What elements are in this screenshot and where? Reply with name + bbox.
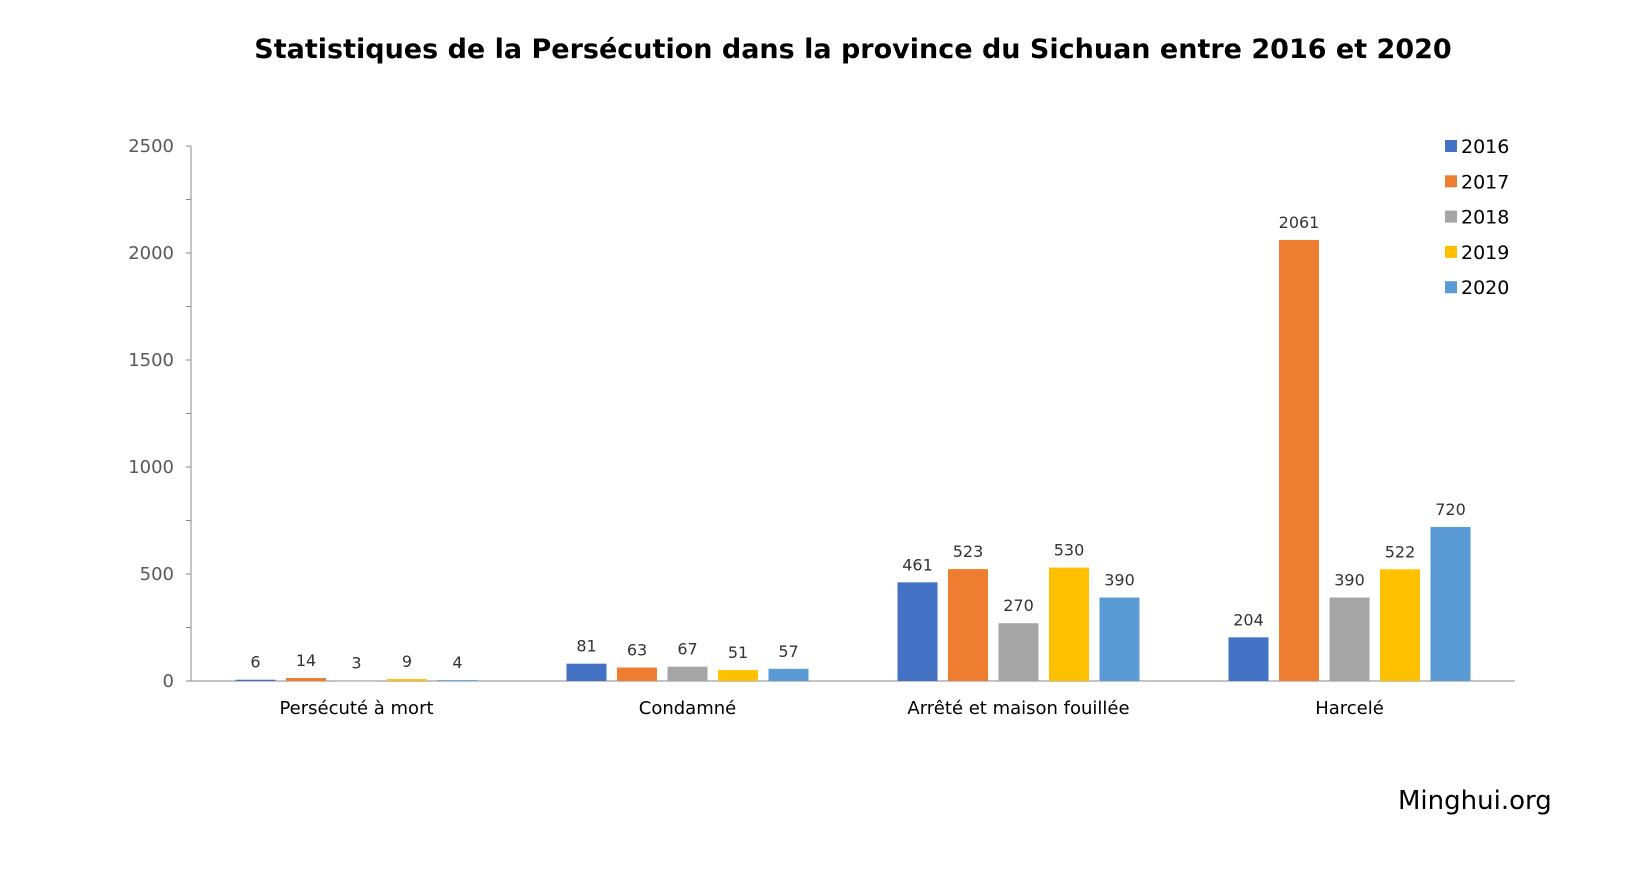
bar-2017 <box>948 569 988 681</box>
x-category-label: Persécuté à mort <box>279 698 433 719</box>
data-label: 51 <box>728 643 748 662</box>
bar-2020 <box>437 680 478 682</box>
x-category-label: Arrêté et maison fouillée <box>907 698 1129 719</box>
x-category-label: Condamné <box>639 698 736 719</box>
data-label: 14 <box>296 651 316 670</box>
data-label: 270 <box>1003 596 1034 615</box>
bar-2016 <box>235 679 276 681</box>
data-label: 81 <box>576 637 596 656</box>
data-label: 9 <box>402 652 412 671</box>
data-label: 522 <box>1385 542 1416 561</box>
x-category-label: Harcelé <box>1315 698 1384 719</box>
y-tick-label: 1000 <box>128 457 174 478</box>
data-label: 523 <box>953 542 984 561</box>
bar-2020 <box>768 668 809 681</box>
legend-swatch-2020 <box>1445 281 1457 294</box>
legend-label: 2020 <box>1461 277 1509 299</box>
data-label: 63 <box>627 641 647 660</box>
data-label: 461 <box>902 555 933 574</box>
data-label: 6 <box>250 653 260 672</box>
data-label: 390 <box>1334 571 1365 590</box>
bar-2020 <box>1430 526 1471 681</box>
y-tick-label: 500 <box>140 564 174 585</box>
y-tick-label: 1500 <box>128 350 174 371</box>
legend-swatch-2017 <box>1445 175 1457 188</box>
data-label: 57 <box>778 642 798 661</box>
legend-label: 2017 <box>1461 171 1509 193</box>
bar-2018 <box>336 680 377 682</box>
bar-2019 <box>387 679 427 681</box>
bar-2016 <box>1228 637 1269 681</box>
bar-2017 <box>286 678 326 681</box>
bar-2017 <box>617 667 657 681</box>
bar-2017 <box>1279 239 1319 682</box>
source-credit: Minghui.org <box>1398 786 1552 816</box>
legend-label: 2018 <box>1461 207 1509 229</box>
bar-2018 <box>998 623 1039 681</box>
legend-swatch-2016 <box>1445 140 1457 152</box>
y-tick-label: 2500 <box>128 136 174 157</box>
legend-label: 2016 <box>1461 136 1509 158</box>
bar-2020 <box>1099 597 1140 681</box>
bar-2019 <box>718 670 758 681</box>
data-label: 204 <box>1233 610 1264 629</box>
bar-2016 <box>897 582 938 681</box>
y-tick-label: 0 <box>163 671 174 692</box>
bar-2019 <box>1049 567 1089 681</box>
bar-2018 <box>1329 597 1370 681</box>
data-label: 4 <box>452 653 462 672</box>
data-label: 3 <box>351 653 361 672</box>
legend-swatch-2018 <box>1445 210 1457 223</box>
data-label: 390 <box>1104 571 1135 590</box>
chart-title: Statistiques de la Persécution dans la p… <box>254 34 1452 65</box>
legend-swatch-2019 <box>1445 245 1457 258</box>
bar-2019 <box>1380 569 1420 681</box>
data-label: 2061 <box>1279 213 1320 232</box>
y-tick-label: 2000 <box>128 243 174 264</box>
bar-2016 <box>566 663 607 681</box>
data-label: 67 <box>677 640 697 659</box>
data-label: 720 <box>1435 500 1466 519</box>
bar-2018 <box>667 666 708 681</box>
data-label: 530 <box>1054 541 1085 560</box>
legend-label: 2019 <box>1461 242 1509 264</box>
